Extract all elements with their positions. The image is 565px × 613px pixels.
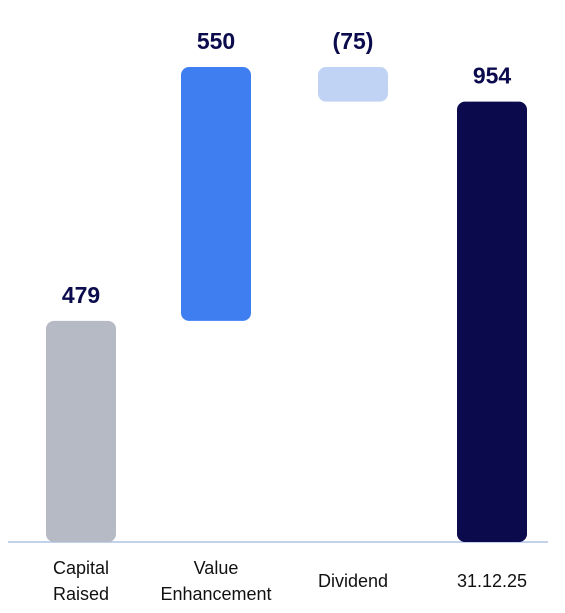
bar — [46, 320, 116, 542]
bar — [457, 101, 527, 542]
x-tick-label: Value Enhancement — [160, 558, 272, 604]
bar — [181, 67, 251, 321]
value-label: 479 — [62, 282, 100, 308]
x-tick-label: Capital Raised — [52, 558, 110, 604]
value-label: 954 — [473, 63, 512, 89]
x-tick-label: Dividend — [317, 571, 389, 591]
bar — [318, 67, 388, 102]
value-label: (75) — [333, 28, 374, 54]
value-label: 550 — [197, 28, 235, 54]
x-tick-label: 31.12.25 — [456, 571, 528, 591]
